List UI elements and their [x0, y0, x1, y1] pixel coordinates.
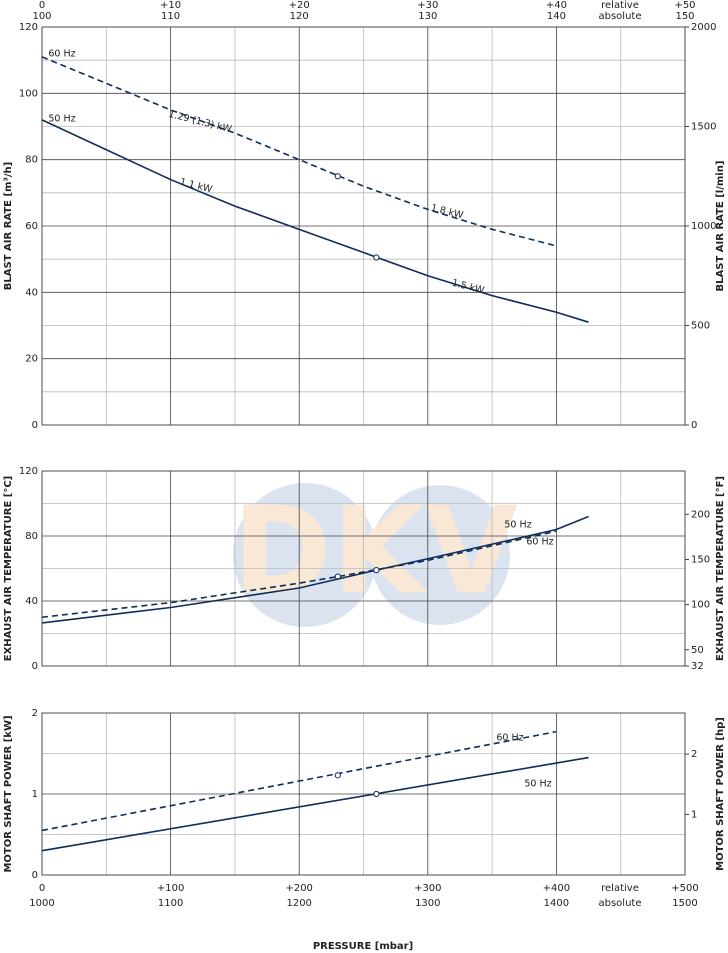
y-axis-title: EXHAUST AIR TEMPERATURE [°C]: [3, 476, 14, 661]
y-tick-label: 0: [32, 870, 38, 881]
y-axis-title: MOTOR SHAFT POWER [kW]: [3, 715, 14, 872]
plot-frame: [41, 470, 686, 667]
operating-point: [373, 254, 380, 261]
y2-tick-label: 1000: [691, 221, 716, 232]
y-tick-label: 80: [25, 155, 38, 166]
x-tick-label: +100: [157, 883, 184, 894]
x-abs-tick-label: 1500: [672, 898, 697, 909]
top-abs-tick-label: 110: [161, 11, 180, 22]
plot-frame: [41, 26, 686, 426]
y2-tick-label: 1500: [691, 122, 716, 133]
series-label: 50 Hz: [48, 114, 75, 125]
x-tick-label: +400: [543, 883, 570, 894]
x-relative-label: relative: [601, 883, 639, 894]
top-abs-tick-label: 100: [32, 11, 51, 22]
y-tick-label: 80: [25, 531, 38, 542]
power-label: 1.29 (1.3) kW: [167, 109, 233, 135]
top-abs-tick-label: 140: [547, 11, 566, 22]
plot-frame: [41, 712, 686, 876]
y-tick-label: 0: [32, 661, 38, 672]
y-tick-label: 120: [19, 22, 38, 33]
watermark-gear: [370, 485, 510, 625]
x-abs-tick-label: 1000: [29, 898, 54, 909]
watermark-globe: [233, 483, 377, 627]
y2-axis-title: EXHAUST AIR TEMPERATURE [°F]: [715, 476, 726, 661]
y-tick-label: 40: [25, 596, 38, 607]
top-abs-tick-label: 130: [418, 11, 437, 22]
series-line: [41, 756, 589, 852]
x-abs-tick-label: 1300: [415, 898, 440, 909]
y-tick-label: 20: [25, 354, 38, 365]
y2-axis-title: BLAST AIR RATE [l/min]: [715, 161, 726, 292]
series-line: [41, 730, 557, 832]
x-absolute-label: absolute: [599, 898, 642, 909]
power-label: 1.8 kW: [430, 203, 465, 222]
y-axis-title: BLAST AIR RATE [m³/h]: [3, 162, 14, 290]
y2-tick-label: 500: [691, 321, 710, 332]
top-tick-label: +50: [674, 0, 695, 11]
y2-tick-label: 150: [691, 554, 710, 565]
y2-axis-title: MOTOR SHAFT POWER [hp]: [715, 717, 726, 871]
top-tick-label: +20: [289, 0, 310, 11]
series-line: [41, 530, 557, 619]
y2-tick-label: 50: [691, 645, 704, 656]
x-tick-label: 0: [39, 883, 45, 894]
x-tick-label: +500: [671, 883, 698, 894]
y2-tick-label: 100: [691, 600, 710, 611]
y-tick-label: 1: [32, 789, 38, 800]
x-abs-tick-label: 1200: [286, 898, 311, 909]
series-label: 60 Hz: [496, 733, 523, 744]
x-abs-tick-label: 1100: [158, 898, 183, 909]
operating-point: [334, 173, 341, 180]
top-tick-label: +40: [546, 0, 567, 11]
operating-point: [334, 772, 341, 779]
y-tick-label: 60: [25, 221, 38, 232]
top-tick-label: +30: [417, 0, 438, 11]
y-tick-label: 0: [32, 420, 38, 431]
top-abs-tick-label: 150: [675, 11, 694, 22]
top-relative-label: relative: [601, 0, 639, 11]
y2-tick-label: 200: [691, 509, 710, 520]
y2-tick-label: 1: [691, 810, 697, 821]
top-tick-label: +10: [160, 0, 181, 11]
watermark-text: DKV: [232, 483, 518, 622]
top-absolute-label: absolute: [599, 11, 642, 22]
y2-tick-label: 2: [691, 749, 697, 760]
series-label: 50 Hz: [524, 779, 551, 790]
operating-point: [373, 790, 380, 798]
series-label: 60 Hz: [48, 49, 75, 60]
operating-point: [373, 567, 380, 574]
y-tick-label: 2: [32, 708, 38, 719]
series-line: [41, 56, 557, 247]
power-label: 1.5 kW: [451, 278, 486, 297]
x-tick-label: +300: [414, 883, 441, 894]
series-label: 60 Hz: [526, 537, 553, 548]
x-axis-title: PRESSURE [mbar]: [313, 941, 413, 952]
top-tick-label: 0: [39, 0, 45, 11]
y-tick-label: 40: [25, 287, 38, 298]
series-label: 50 Hz: [504, 520, 531, 531]
y-tick-label: 100: [19, 88, 38, 99]
y2-tick-label: 0: [691, 420, 697, 431]
y2-tick-label: 32: [691, 661, 704, 672]
series-line: [41, 119, 589, 323]
y2-tick-label: 2000: [691, 22, 716, 33]
x-tick-label: +200: [285, 883, 312, 894]
top-abs-tick-label: 120: [290, 11, 309, 22]
y-tick-label: 120: [19, 466, 38, 477]
watermark: DKV: [232, 483, 518, 627]
x-abs-tick-label: 1400: [544, 898, 569, 909]
